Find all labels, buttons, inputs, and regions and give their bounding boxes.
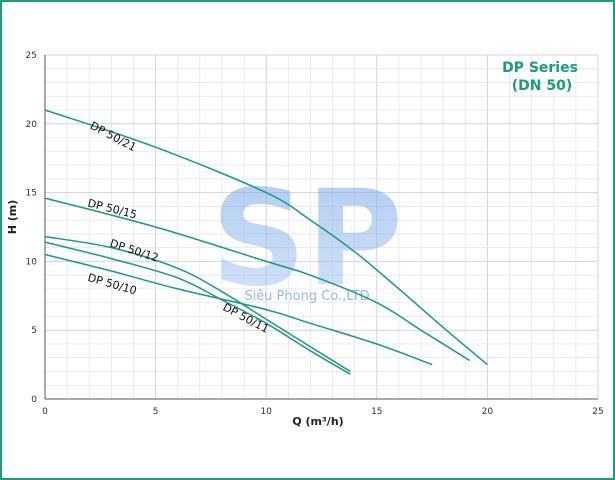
axes bbox=[44, 55, 598, 400]
x-tick-label: 5 bbox=[153, 407, 159, 417]
x-tick-label: 10 bbox=[260, 407, 272, 417]
x-axis-label: Q (m³/h) bbox=[292, 415, 343, 428]
y-tick-label: 20 bbox=[26, 120, 38, 130]
series-line-dp-50-12 bbox=[44, 235, 351, 373]
x-tick-label: 0 bbox=[42, 407, 48, 417]
watermark-company-text: Siêu Phong Co.,LTD bbox=[244, 289, 369, 304]
series-line-dp-50-10 bbox=[44, 253, 433, 366]
y-tick-label: 25 bbox=[26, 51, 37, 61]
y-tick-label: 0 bbox=[31, 395, 37, 405]
x-tick-label: 15 bbox=[371, 407, 382, 417]
y-tick-label: 10 bbox=[26, 257, 38, 267]
tick-labels: 0 5 10 15 20 25 0 5 10 15 20 25 bbox=[26, 51, 604, 417]
series-label-dp-50-15: DP 50/15 bbox=[86, 197, 138, 222]
chart-subtitle: (DN 50) bbox=[512, 78, 573, 94]
series-line-dp-50-15 bbox=[44, 197, 471, 362]
chart-title: DP Series bbox=[502, 60, 578, 76]
series-line-dp-50-21 bbox=[44, 109, 488, 366]
watermark-logo: SP Siêu Phong Co.,LTD bbox=[211, 162, 403, 316]
x-tick-label: 25 bbox=[592, 407, 603, 417]
x-tick-label: 20 bbox=[482, 407, 494, 417]
y-axis-label: H (m) bbox=[6, 200, 19, 235]
series-label-dp-50-21: DP 50/21 bbox=[88, 119, 139, 154]
y-tick-label: 15 bbox=[26, 189, 37, 199]
series-lines bbox=[44, 109, 488, 375]
y-tick-label: 5 bbox=[31, 326, 37, 336]
watermark-logo-letters: SP bbox=[211, 162, 403, 316]
